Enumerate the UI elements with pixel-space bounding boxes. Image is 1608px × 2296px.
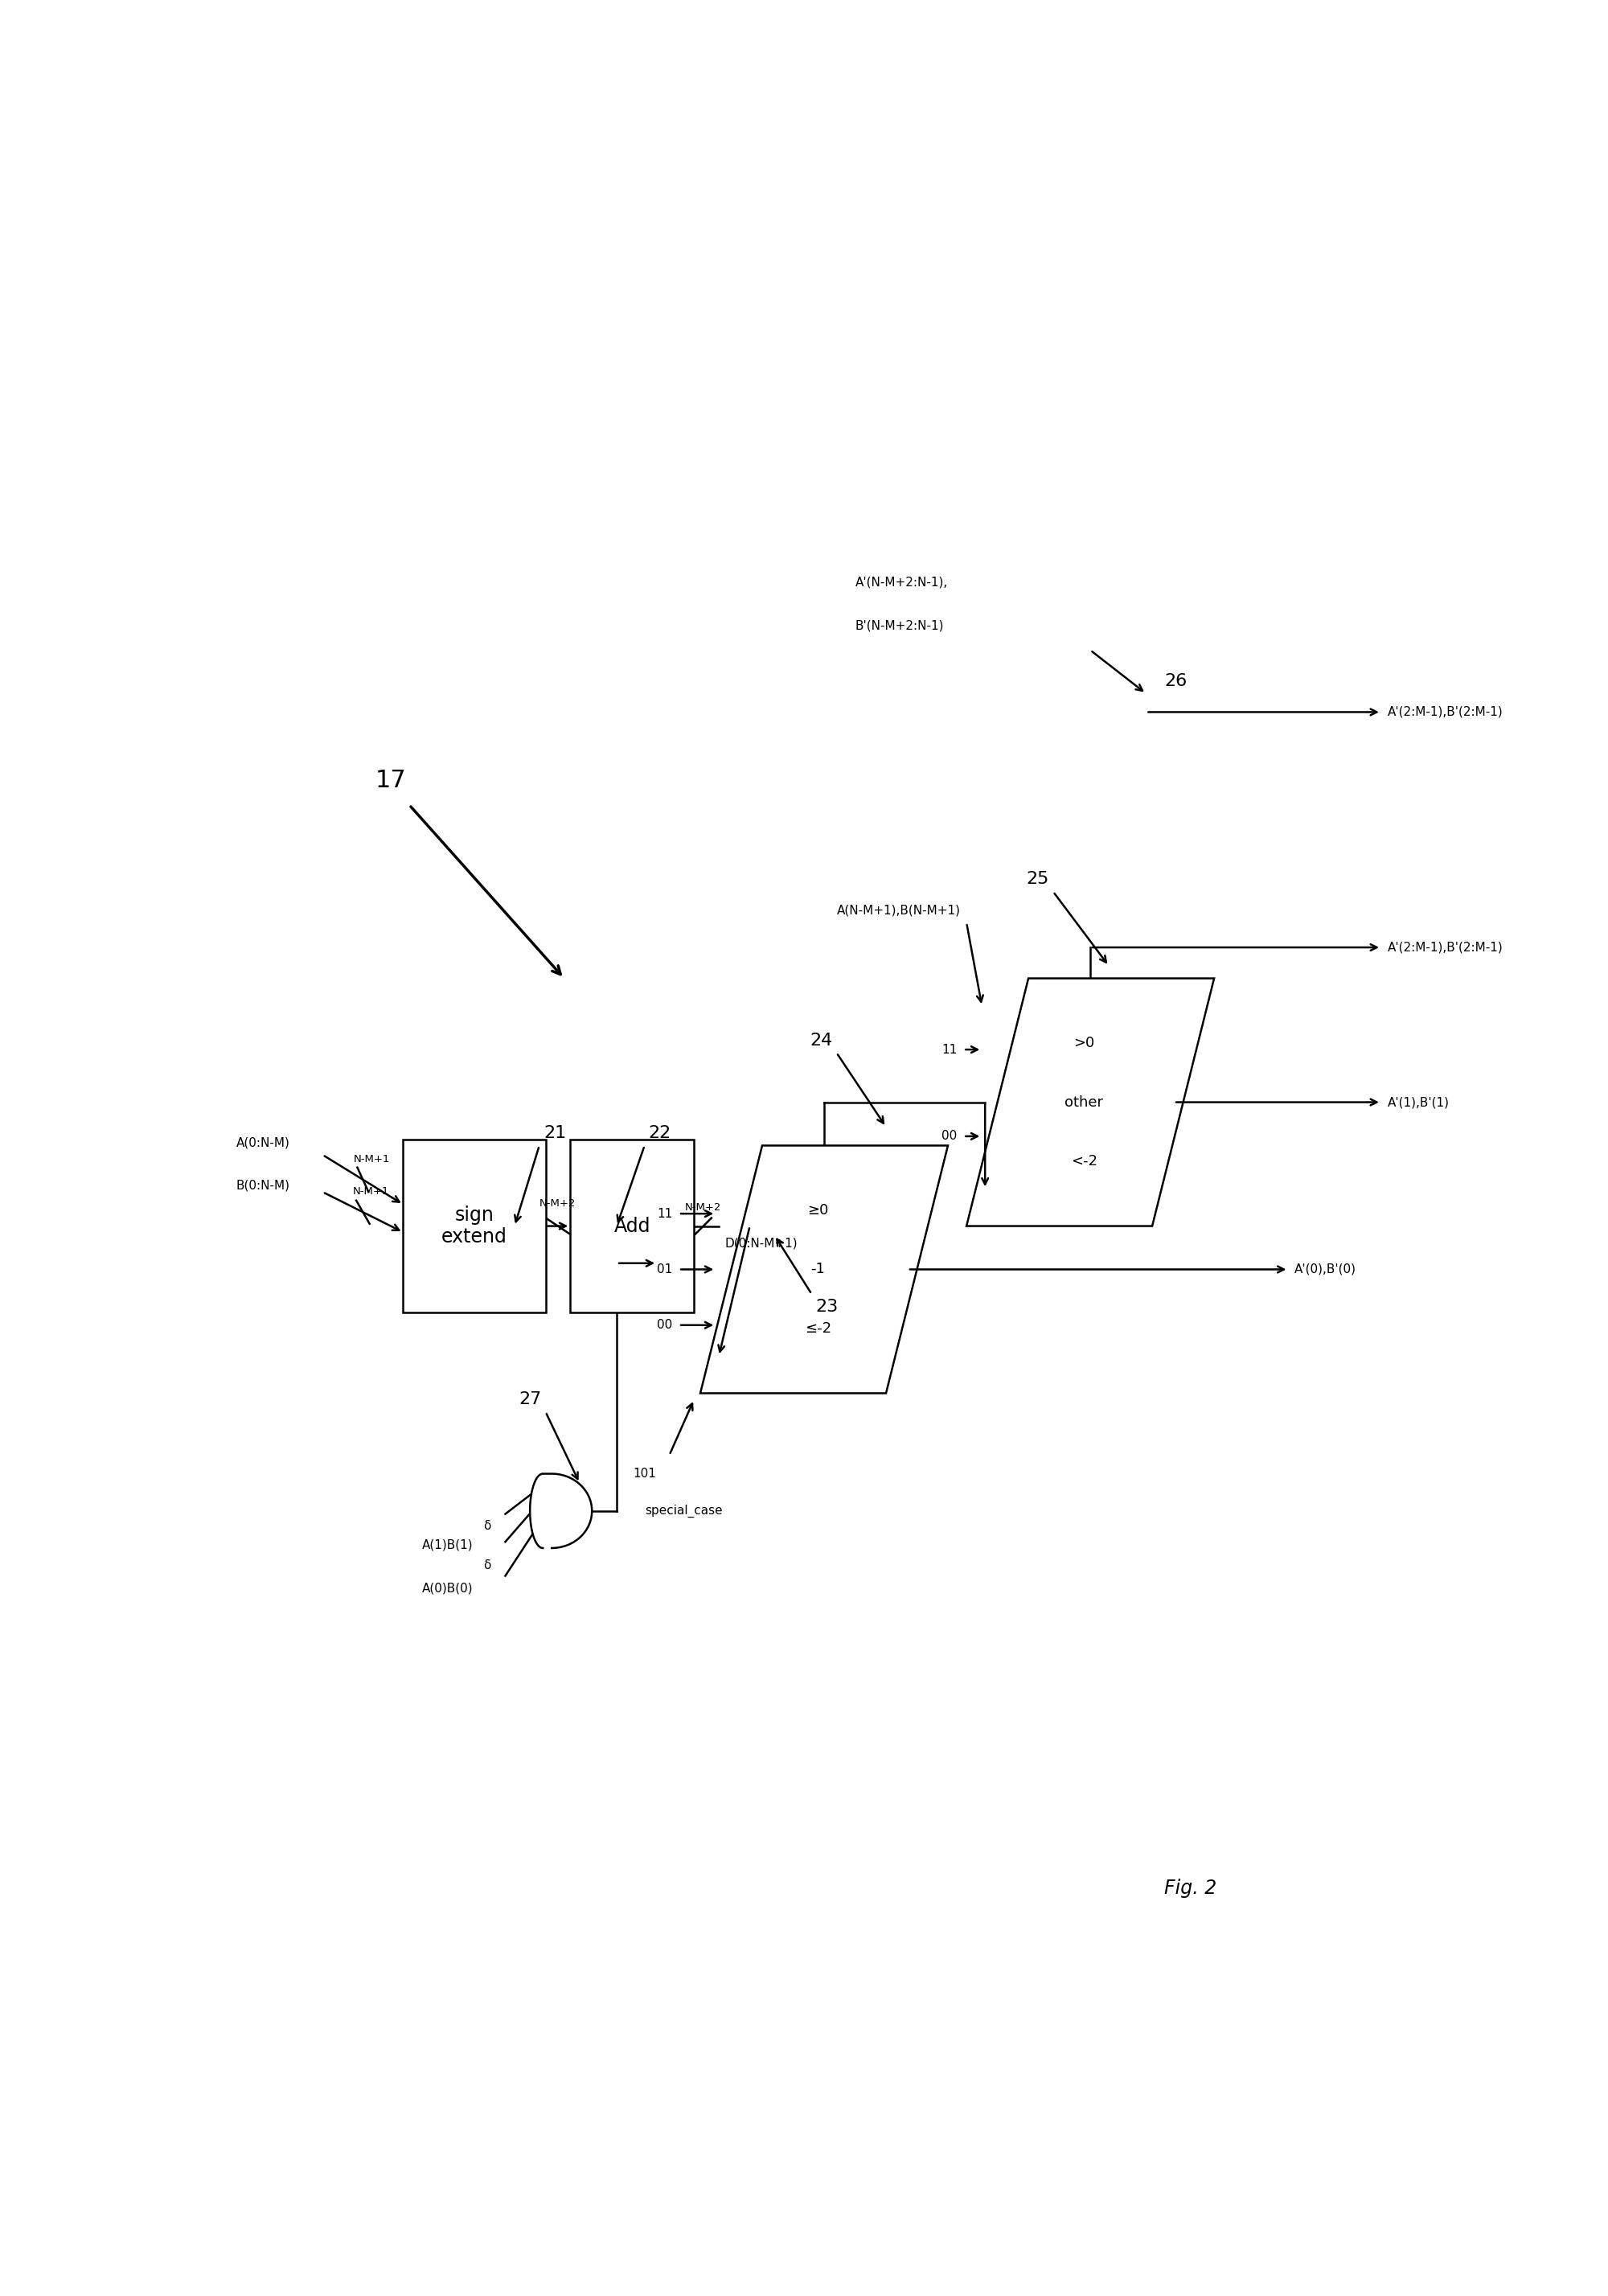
Text: N-M+1: N-M+1 xyxy=(352,1187,389,1196)
FancyBboxPatch shape xyxy=(404,1139,545,1313)
Text: special_case: special_case xyxy=(645,1504,722,1518)
Text: A'(N-M+2:N-1),: A'(N-M+2:N-1), xyxy=(855,576,947,588)
FancyBboxPatch shape xyxy=(571,1139,695,1313)
Text: A(0:N-M): A(0:N-M) xyxy=(236,1137,289,1148)
Text: N-M+1: N-M+1 xyxy=(354,1155,391,1164)
Text: δ: δ xyxy=(482,1520,490,1531)
Text: A(0)B(0): A(0)B(0) xyxy=(421,1582,473,1593)
Polygon shape xyxy=(531,1474,592,1548)
Text: ≥0: ≥0 xyxy=(807,1203,828,1217)
Text: D(0:N-M+1): D(0:N-M+1) xyxy=(725,1238,798,1249)
Text: B(0:N-M): B(0:N-M) xyxy=(236,1180,289,1192)
Text: 22: 22 xyxy=(648,1125,672,1141)
Text: δ: δ xyxy=(482,1559,490,1570)
Text: sign
extend: sign extend xyxy=(442,1205,507,1247)
Text: A(1)B(1): A(1)B(1) xyxy=(421,1538,473,1552)
Text: ≤-2: ≤-2 xyxy=(804,1320,831,1336)
Text: 00: 00 xyxy=(942,1130,957,1143)
Text: 26: 26 xyxy=(1164,673,1187,689)
Text: 11: 11 xyxy=(942,1045,957,1056)
Text: 23: 23 xyxy=(815,1300,838,1316)
Text: A'(0),B'(0): A'(0),B'(0) xyxy=(1294,1263,1357,1274)
Text: 01: 01 xyxy=(658,1263,672,1274)
Text: A'(2:M-1),B'(2:M-1): A'(2:M-1),B'(2:M-1) xyxy=(1388,707,1503,719)
Text: N-M+2: N-M+2 xyxy=(540,1199,576,1208)
Text: Add: Add xyxy=(614,1217,651,1235)
Text: other: other xyxy=(1064,1095,1103,1109)
Text: 00: 00 xyxy=(658,1320,672,1332)
Text: A'(1),B'(1): A'(1),B'(1) xyxy=(1388,1095,1449,1109)
Text: -1: -1 xyxy=(810,1263,825,1277)
Text: A(N-M+1),B(N-M+1): A(N-M+1),B(N-M+1) xyxy=(836,905,960,916)
Text: N-M+2: N-M+2 xyxy=(685,1203,722,1212)
Text: Fig. 2: Fig. 2 xyxy=(1164,1878,1217,1899)
Text: B'(N-M+2:N-1): B'(N-M+2:N-1) xyxy=(855,620,944,631)
Text: 24: 24 xyxy=(810,1033,833,1049)
Text: >0: >0 xyxy=(1074,1035,1095,1052)
Text: A'(2:M-1),B'(2:M-1): A'(2:M-1),B'(2:M-1) xyxy=(1388,941,1503,953)
Text: 101: 101 xyxy=(634,1467,656,1481)
Text: <-2: <-2 xyxy=(1071,1155,1097,1169)
Polygon shape xyxy=(966,978,1214,1226)
Text: 11: 11 xyxy=(658,1208,672,1219)
Polygon shape xyxy=(701,1146,949,1394)
Text: 21: 21 xyxy=(544,1125,566,1141)
Text: 27: 27 xyxy=(519,1391,542,1407)
Text: 25: 25 xyxy=(1026,870,1048,886)
Text: 17: 17 xyxy=(375,769,407,792)
